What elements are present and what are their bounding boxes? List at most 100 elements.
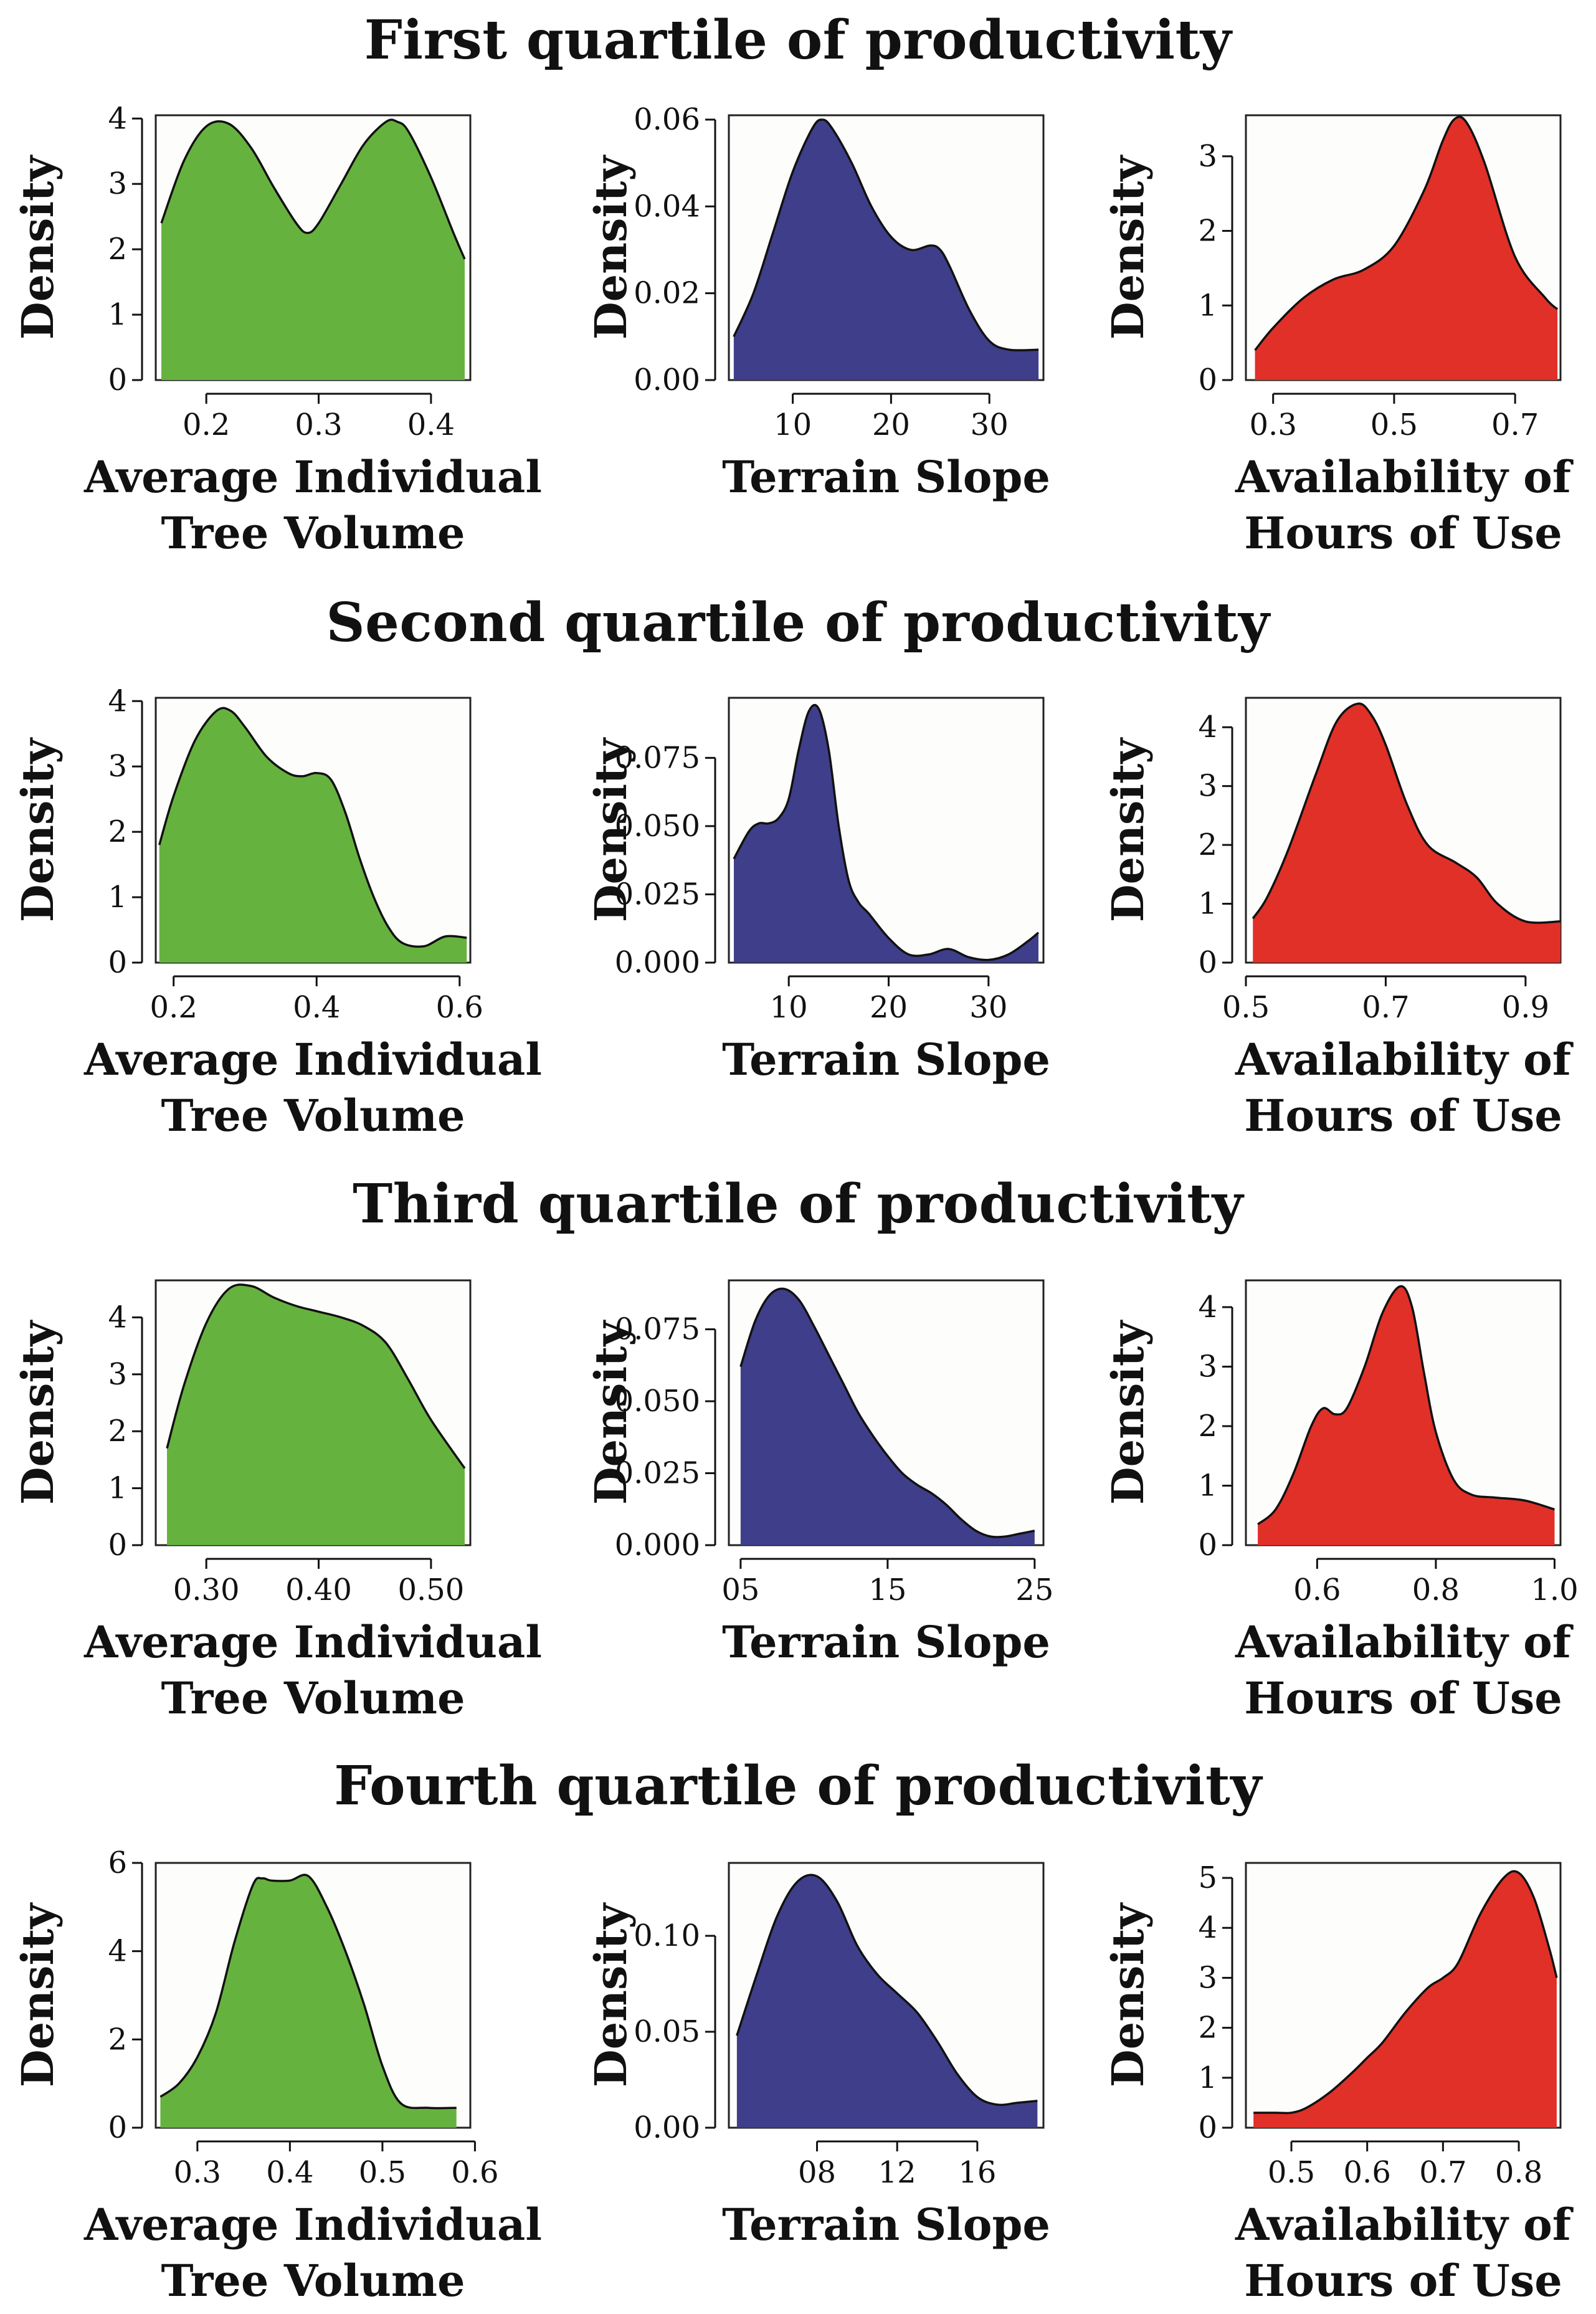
y-tick-label: 0.06	[634, 102, 700, 137]
y-tick-label: 6	[108, 1845, 127, 1880]
x-tick-label: 0.6	[1344, 2155, 1391, 2190]
x-tick-label: 30	[969, 990, 1007, 1025]
x-tick-label: 0.9	[1502, 990, 1549, 1025]
density-plot-terrain-slope-q2: 0.000 0.025 0.050 0.075 10 20 30 Density Terrain…	[585, 697, 1050, 1085]
density-area	[733, 119, 1039, 380]
y-tick-label: 4	[108, 1934, 127, 1969]
x-axis-label: Hours of Use	[1244, 507, 1562, 559]
x-axis-label: Average Individual	[83, 2199, 542, 2250]
x-tick-label: 0.6	[1293, 1573, 1341, 1607]
x-tick-label: 0.3	[295, 407, 342, 442]
y-axis-label: Density	[1102, 1902, 1154, 2087]
y-tick-label: 3	[1198, 769, 1217, 804]
density-curve	[159, 1874, 457, 2110]
x-axis-label: Tree Volume	[161, 1672, 465, 1724]
density-plot-availability-q2: 0 1 2 3 4 0.5 0.7 0.9 Density Availability ofHour…	[1102, 697, 1574, 1141]
y-axis-label: Density	[585, 1902, 637, 2087]
density-plot-tree-volume-q1: 0 1 2 3 4 0.2 0.3 0.4 Density Average IndividualT…	[12, 101, 542, 559]
y-tick-label: 4	[108, 101, 127, 136]
y-axis-label: Density	[585, 155, 637, 340]
y-tick-label: 0.00	[634, 363, 700, 398]
y-tick-label: 0.050	[615, 809, 700, 844]
x-tick-label: 20	[872, 407, 910, 442]
y-tick-label: 0	[1198, 2110, 1217, 2145]
x-axis-label: Availability of	[1235, 2199, 1574, 2250]
density-curve	[160, 118, 466, 260]
y-tick-label: 1	[108, 1471, 127, 1506]
x-axis-label: Hours of Use	[1244, 1672, 1562, 1724]
density-area	[1253, 703, 1560, 963]
y-tick-label: 3	[1198, 139, 1217, 174]
y-tick-label: 0.05	[634, 2014, 700, 2049]
y-tick-label: 2	[108, 232, 127, 267]
y-tick-label: 0.025	[615, 1456, 700, 1491]
y-tick-label: 0.00	[634, 2110, 700, 2145]
density-plot-tree-volume-q4: 0 2 4 6 0.3 0.4 0.5 0.6 Density Average Individua…	[12, 1845, 542, 2307]
density-plot-terrain-slope-q3: 0.000 0.025 0.050 0.075 05 15 25 Density Terrain…	[585, 1279, 1053, 1668]
y-tick-label: 0.000	[615, 1528, 700, 1563]
density-area	[159, 708, 467, 963]
x-axis-label: Availability of	[1235, 1616, 1574, 1668]
y-tick-label: 2	[1198, 214, 1217, 249]
y-tick-label: 2	[108, 814, 127, 849]
y-tick-label: 0	[1198, 1528, 1217, 1563]
x-tick-label: 0.6	[451, 2155, 498, 2190]
x-axis-label: Tree Volume	[161, 1090, 465, 1141]
row-title-fourth-quartile: Fourth quartile of productivity	[334, 1755, 1262, 1817]
x-tick-label: 0.50	[397, 1573, 464, 1607]
y-tick-label: 0	[1198, 945, 1217, 980]
x-tick-label: 10	[774, 407, 812, 442]
x-tick-label: 0.3	[174, 2155, 221, 2190]
x-tick-label: 0.4	[407, 407, 455, 442]
density-curve	[733, 703, 1040, 961]
y-tick-label: 0	[108, 1528, 127, 1563]
x-tick-label: 0.8	[1412, 1573, 1460, 1607]
y-tick-label: 3	[108, 166, 127, 201]
y-tick-label: 1	[108, 880, 127, 915]
x-tick-label: 30	[971, 407, 1009, 442]
y-tick-label: 0.075	[615, 740, 700, 775]
y-axis-label: Density	[1102, 155, 1154, 340]
x-tick-label: 12	[878, 2155, 916, 2190]
x-tick-label: 0.2	[150, 990, 197, 1025]
y-tick-label: 2	[108, 2022, 127, 2057]
density-area	[160, 1875, 457, 2128]
y-tick-label: 4	[108, 1300, 127, 1335]
x-tick-label: 16	[958, 2155, 996, 2190]
row-title-first-quartile: First quartile of productivity	[364, 9, 1232, 72]
x-tick-label: 0.5	[1268, 2155, 1315, 2190]
x-axis-label: Average Individual	[83, 451, 542, 503]
x-tick-label: 0.7	[1491, 407, 1539, 442]
y-tick-label: 4	[1198, 1910, 1217, 1945]
x-tick-label: 15	[868, 1573, 906, 1607]
y-tick-label: 2	[108, 1414, 127, 1449]
y-axis-label: Density	[12, 1902, 64, 2087]
y-tick-label: 4	[108, 683, 127, 718]
x-tick-label: 25	[1015, 1573, 1053, 1607]
x-axis-label: Availability of	[1235, 451, 1574, 503]
x-tick-label: 0.5	[359, 2155, 406, 2190]
density-plot-availability-q1: 0 1 2 3 0.3 0.5 0.7 Density Availability ofHours…	[1102, 114, 1574, 559]
y-tick-label: 0.02	[634, 276, 700, 311]
x-axis-label: Hours of Use	[1244, 2255, 1562, 2307]
x-tick-label: 05	[721, 1573, 759, 1607]
y-tick-label: 3	[108, 1357, 127, 1392]
x-tick-label: 10	[770, 990, 808, 1025]
y-tick-label: 1	[108, 297, 127, 332]
density-plot-terrain-slope-q1: 0.00 0.02 0.04 0.06 10 20 30 Density Terrain Slo…	[585, 102, 1050, 503]
x-tick-label: 08	[798, 2155, 836, 2190]
density-area	[740, 1288, 1035, 1545]
density-plot-tree-volume-q2: 0 1 2 3 4 0.2 0.4 0.6 Density Average IndividualT…	[12, 683, 542, 1141]
x-axis-label: Hours of Use	[1244, 1090, 1562, 1141]
y-tick-label: 1	[1198, 2060, 1217, 2095]
y-axis-label: Density	[1102, 737, 1154, 922]
density-curve	[733, 118, 1039, 351]
x-tick-label: 0.2	[183, 407, 230, 442]
x-tick-label: 0.40	[285, 1573, 352, 1607]
x-axis-label: Availability of	[1235, 1034, 1574, 1085]
density-curve	[166, 1283, 466, 1469]
y-tick-label: 0.10	[634, 1918, 700, 1953]
y-axis-label: Density	[12, 155, 64, 340]
y-tick-label: 2	[1198, 1409, 1217, 1444]
